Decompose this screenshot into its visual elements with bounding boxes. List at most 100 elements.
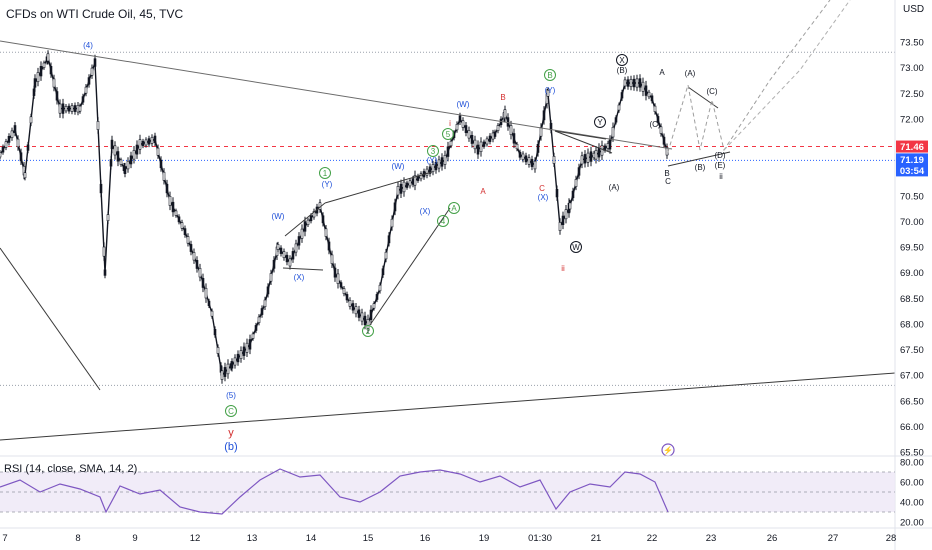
y-tick-label: 68.50 <box>900 294 924 305</box>
candle-body <box>26 144 30 151</box>
lower-channel-line <box>0 372 896 441</box>
wave-label: (5) <box>226 391 236 400</box>
candle-body <box>586 152 590 163</box>
y-tick-label: 70.00 <box>900 217 924 228</box>
y-tick-label: 73.50 <box>900 38 924 49</box>
candle-body <box>375 294 379 300</box>
candle-body <box>419 173 423 180</box>
candle-body <box>109 159 113 167</box>
candle-body <box>288 258 292 267</box>
candle-body <box>381 268 385 276</box>
wave-label: A <box>659 68 665 77</box>
candle-body <box>55 91 59 101</box>
candle-body <box>147 138 151 145</box>
candle-body <box>449 140 453 147</box>
candle-body <box>533 160 537 170</box>
candle-body <box>156 147 160 156</box>
candle-body <box>39 66 43 77</box>
candle-body <box>58 103 62 114</box>
candle-body <box>542 110 546 121</box>
candle-body <box>49 66 53 75</box>
y-tick-label: 67.50 <box>900 345 924 356</box>
rsi-tick-label: 40.00 <box>900 498 924 509</box>
candle-body <box>455 124 459 131</box>
wave-label: 5 <box>446 130 451 139</box>
x-tick-label: 13 <box>247 533 258 544</box>
y-tick-label: 69.50 <box>900 243 924 254</box>
wave-line-a <box>554 130 607 140</box>
candle-body <box>233 357 237 366</box>
candle-body <box>351 303 355 311</box>
wave-label: (X) <box>294 273 305 282</box>
candle-body <box>503 109 507 119</box>
candle-body <box>282 251 286 259</box>
candle-body <box>36 72 40 82</box>
candle-body <box>617 104 621 111</box>
candle-body <box>132 150 136 160</box>
triangle-e-line <box>667 151 731 167</box>
rsi-tick-label: 80.00 <box>900 458 924 469</box>
candle-body <box>168 196 172 206</box>
candle-body <box>13 125 17 133</box>
wave-label: ii <box>561 264 565 273</box>
candle-body <box>81 96 85 103</box>
wave-label: (Y) <box>322 180 333 189</box>
candle-body <box>357 309 361 318</box>
candle-body <box>186 236 190 244</box>
candle-body <box>539 127 543 137</box>
y-tick-label: 72.50 <box>900 89 924 100</box>
candle-body <box>93 58 97 67</box>
candle-body <box>260 308 264 315</box>
candle-body <box>192 252 196 261</box>
candle-body <box>638 78 642 88</box>
candle-body <box>437 159 441 169</box>
candle-body <box>524 155 528 163</box>
candle-body <box>102 246 106 257</box>
wave-label: X <box>619 56 625 65</box>
wave-label: i <box>449 119 451 128</box>
candle-body <box>257 316 261 323</box>
candle-body <box>226 363 230 375</box>
y-tick-label: 72.00 <box>900 114 924 125</box>
projection-path-1 <box>667 0 831 153</box>
wave-label: C <box>228 407 234 416</box>
currency-label: USD <box>903 4 925 15</box>
candle-body <box>488 135 492 142</box>
candle-body <box>32 88 36 96</box>
candle-body <box>245 342 249 353</box>
wave-label: (Y) <box>427 156 438 165</box>
candle-body <box>141 140 145 147</box>
candle-body <box>390 218 394 228</box>
candle-body <box>428 166 432 174</box>
wave-label: (W) <box>392 162 405 171</box>
candle-body <box>321 215 325 224</box>
wedge-lower <box>369 207 451 326</box>
lightning-glyph: ⚡ <box>663 445 673 455</box>
y-tick-label: 65.50 <box>900 448 924 459</box>
candle-body <box>171 201 175 213</box>
candle-body <box>135 144 139 155</box>
candle-body <box>64 106 68 112</box>
wave-label: (B) <box>617 66 628 75</box>
candle-body <box>78 105 82 112</box>
candle-body <box>195 259 199 269</box>
candle-body <box>119 159 123 165</box>
candle-body <box>162 171 166 181</box>
candle-body <box>213 328 217 336</box>
candle-body <box>201 277 205 288</box>
candle-body <box>568 202 572 210</box>
candle-body <box>276 244 280 250</box>
candle-body <box>96 121 100 130</box>
x-tick-label: 12 <box>190 533 201 544</box>
candle-body <box>626 79 630 87</box>
candle-body <box>443 155 447 165</box>
trendlines <box>0 0 896 441</box>
y-tick-label: 66.50 <box>900 396 924 407</box>
candle-body <box>555 189 559 198</box>
candle-body <box>583 154 587 164</box>
wave-label-ring <box>616 54 628 66</box>
wave-label-ring <box>442 128 454 140</box>
candle-body <box>527 157 531 165</box>
